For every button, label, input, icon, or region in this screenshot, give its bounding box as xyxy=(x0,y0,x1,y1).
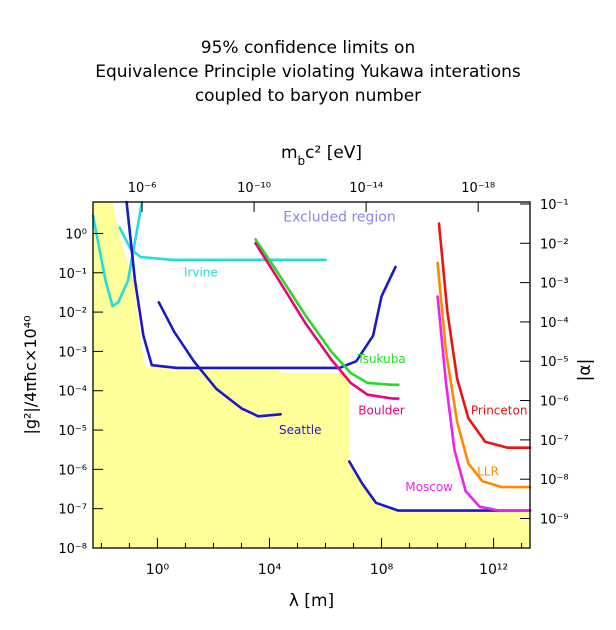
ticks-layer xyxy=(93,202,530,549)
x-axis-label: λ [m] xyxy=(289,591,334,611)
top-axis-label: mbc² [eV] xyxy=(281,143,362,168)
right-tick-label: 10⁻² xyxy=(540,237,569,252)
series-label-tsukuba: Tsukuba xyxy=(356,352,405,366)
excluded-region-layer xyxy=(93,202,530,548)
y-tick-label: 10⁻⁷ xyxy=(58,503,87,518)
top-tick-label: 10⁻¹⁴ xyxy=(349,181,383,196)
x-tick-label: 10¹² xyxy=(479,562,508,578)
series-line-irvine-1 xyxy=(118,226,327,262)
right-tick-label: 10⁻¹ xyxy=(540,198,569,213)
y-tick-label: 10⁻⁵ xyxy=(58,424,87,439)
series-line-llr-0 xyxy=(436,261,532,489)
y-tick-label: 10⁻² xyxy=(58,306,87,321)
right-tick-label: 10⁻³ xyxy=(540,277,569,292)
right-tick-label: 10⁻⁷ xyxy=(540,434,569,449)
series-line-seattle-0 xyxy=(125,200,397,370)
top-tick-label: 10⁻⁶ xyxy=(128,181,157,196)
chart-title-line-2: Equivalence Principle violating Yukawa i… xyxy=(95,62,521,82)
series-label-irvine: Irvine xyxy=(184,266,218,280)
x-tick-label: 10⁸ xyxy=(370,562,394,578)
series-label-boulder: Boulder xyxy=(358,403,405,417)
right-tick-label: 10⁻⁴ xyxy=(540,316,569,331)
labels-layer: Irvine Seattle Tsukuba Boulder Princeton LLR M… xyxy=(58,181,568,578)
series-line-princeton-0 xyxy=(437,222,532,449)
top-tick-label: 10⁻¹⁰ xyxy=(237,181,271,196)
right-tick-label: 10⁻⁹ xyxy=(540,513,569,528)
series-line-irvine-0 xyxy=(91,200,144,308)
y-tick-label: 10⁻¹ xyxy=(58,267,87,282)
series-label-princeton: Princeton xyxy=(471,403,528,417)
y-axis-label: |g²|/4πħc×10⁴⁰ xyxy=(21,315,40,434)
series-line-boulder-0 xyxy=(254,242,400,400)
chart-title-line-3: coupled to baryon number xyxy=(194,86,422,106)
right-axis-label: |α| xyxy=(575,359,595,382)
chart-title-line-1: 95% confidence limits on xyxy=(200,38,416,58)
series-line-tsukuba-0 xyxy=(254,238,400,387)
excluded-region-label: Excluded region xyxy=(283,210,395,226)
series-line-seattle-2 xyxy=(348,460,532,512)
y-tick-label: 10⁻³ xyxy=(58,345,87,360)
series-label-seattle: Seattle xyxy=(279,423,321,437)
y-tick-label: 10⁻⁴ xyxy=(58,385,87,400)
series-line-moscow-0 xyxy=(436,295,532,512)
y-tick-label: 10⁰ xyxy=(65,227,87,242)
series-line-seattle-1 xyxy=(157,301,282,418)
right-tick-label: 10⁻⁵ xyxy=(540,355,569,370)
top-tick-label: 10⁻¹⁸ xyxy=(461,181,495,196)
plot-frame xyxy=(92,201,531,549)
right-tick-label: 10⁻⁶ xyxy=(540,395,569,410)
y-tick-label: 10⁻⁶ xyxy=(58,463,87,478)
curves-layer xyxy=(91,200,532,512)
y-tick-label: 10⁻⁸ xyxy=(58,542,87,557)
series-label-llr: LLR xyxy=(477,464,499,478)
excluded-region-fill xyxy=(93,202,530,548)
series-label-moscow: Moscow xyxy=(405,480,453,494)
x-tick-label: 10⁴ xyxy=(258,562,282,578)
x-tick-label: 10⁰ xyxy=(146,562,170,578)
right-tick-label: 10⁻⁸ xyxy=(540,473,569,488)
